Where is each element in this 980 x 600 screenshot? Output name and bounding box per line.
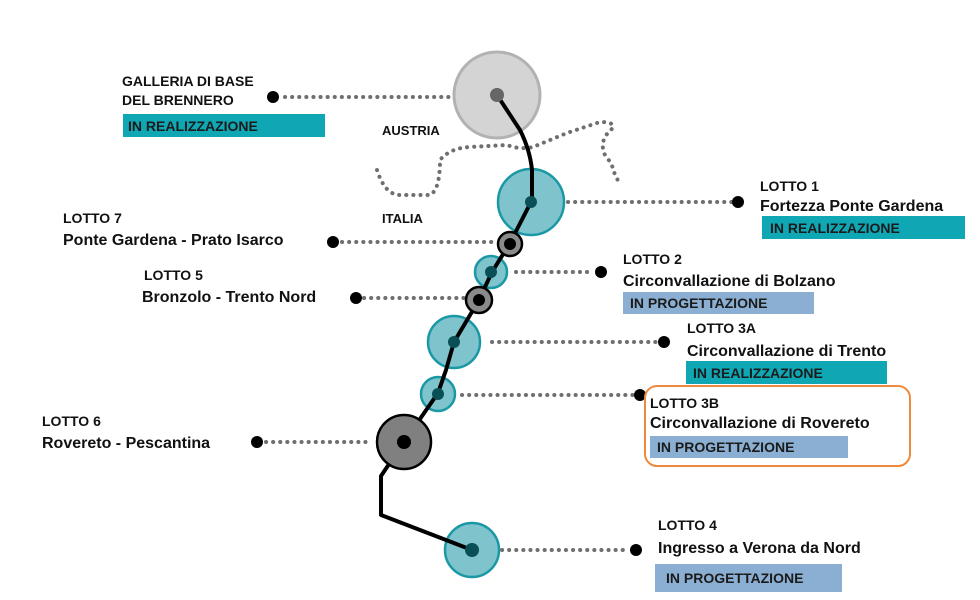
lot-name: Circonvallazione di Trento bbox=[687, 343, 886, 360]
status-badge-text: IN REALIZZAZIONE bbox=[128, 118, 258, 134]
lot-name: Circonvallazione di Rovereto bbox=[650, 415, 870, 432]
status-badge bbox=[655, 564, 842, 592]
connector-end-dots bbox=[251, 91, 744, 556]
label-lotto5: LOTTO 5 Bronzolo - Trento Nord bbox=[142, 267, 316, 306]
rail-track bbox=[379, 93, 534, 552]
status-badge bbox=[650, 436, 848, 458]
status-badge bbox=[623, 292, 814, 314]
lot-title: LOTTO 5 bbox=[144, 267, 203, 283]
lot-title: LOTTO 2 bbox=[623, 251, 682, 267]
node-center-dots bbox=[397, 88, 537, 557]
status-badge bbox=[123, 114, 325, 137]
label-brennero: GALLERIA DI BASE DEL BRENNERO IN REALIZZ… bbox=[122, 73, 325, 137]
lot-title: LOTTO 1 bbox=[760, 178, 819, 194]
lot-name: Fortezza Ponte Gardena bbox=[760, 198, 943, 215]
label-lotto1: LOTTO 1 Fortezza Ponte Gardena IN REALIZ… bbox=[760, 178, 965, 239]
lot-name: Circonvallazione di Bolzano bbox=[623, 273, 836, 290]
status-badge bbox=[762, 216, 965, 239]
brennero-line1: GALLERIA DI BASE bbox=[122, 73, 254, 89]
connector-lines bbox=[264, 95, 734, 552]
status-badge-text: IN REALIZZAZIONE bbox=[693, 365, 823, 381]
label-lotto6: LOTTO 6 Rovereto - Pescantina bbox=[42, 413, 210, 452]
status-badge-text: IN PROGETTAZIONE bbox=[657, 439, 794, 455]
lot-name: Rovereto - Pescantina bbox=[42, 435, 210, 452]
lot-title: LOTTO 3A bbox=[687, 320, 756, 336]
label-lotto7: LOTTO 7 Ponte Gardena - Prato Isarco bbox=[63, 210, 284, 249]
lot-name: Bronzolo - Trento Nord bbox=[142, 289, 316, 306]
lot-name: Ingresso a Verona da Nord bbox=[658, 540, 861, 557]
label-lotto3b[interactable]: LOTTO 3B Circonvallazione di Rovereto IN… bbox=[644, 385, 911, 467]
label-lotto4: LOTTO 4 Ingresso a Verona da Nord IN PRO… bbox=[655, 517, 861, 592]
austria-italia-border bbox=[375, 119, 622, 197]
lot-title: LOTTO 4 bbox=[658, 517, 717, 533]
country-label-italia: ITALIA bbox=[382, 211, 424, 226]
brennero-line2: DEL BRENNERO bbox=[122, 92, 234, 108]
status-badge-text: IN PROGETTAZIONE bbox=[666, 570, 803, 586]
status-badge-text: IN PROGETTAZIONE bbox=[630, 295, 767, 311]
status-badge bbox=[686, 361, 887, 384]
lot-name: Ponte Gardena - Prato Isarco bbox=[63, 232, 284, 249]
label-lotto2: LOTTO 2 Circonvallazione di Bolzano IN P… bbox=[623, 251, 836, 314]
label-lotto3a: LOTTO 3A Circonvallazione di Trento IN R… bbox=[686, 320, 887, 384]
country-label-austria: AUSTRIA bbox=[382, 123, 440, 138]
highlight-box bbox=[644, 385, 911, 467]
lot-title: LOTTO 6 bbox=[42, 413, 101, 429]
lot-title: LOTTO 3B bbox=[650, 395, 719, 411]
status-badge-text: IN REALIZZAZIONE bbox=[770, 220, 900, 236]
lot-title: LOTTO 7 bbox=[63, 210, 122, 226]
